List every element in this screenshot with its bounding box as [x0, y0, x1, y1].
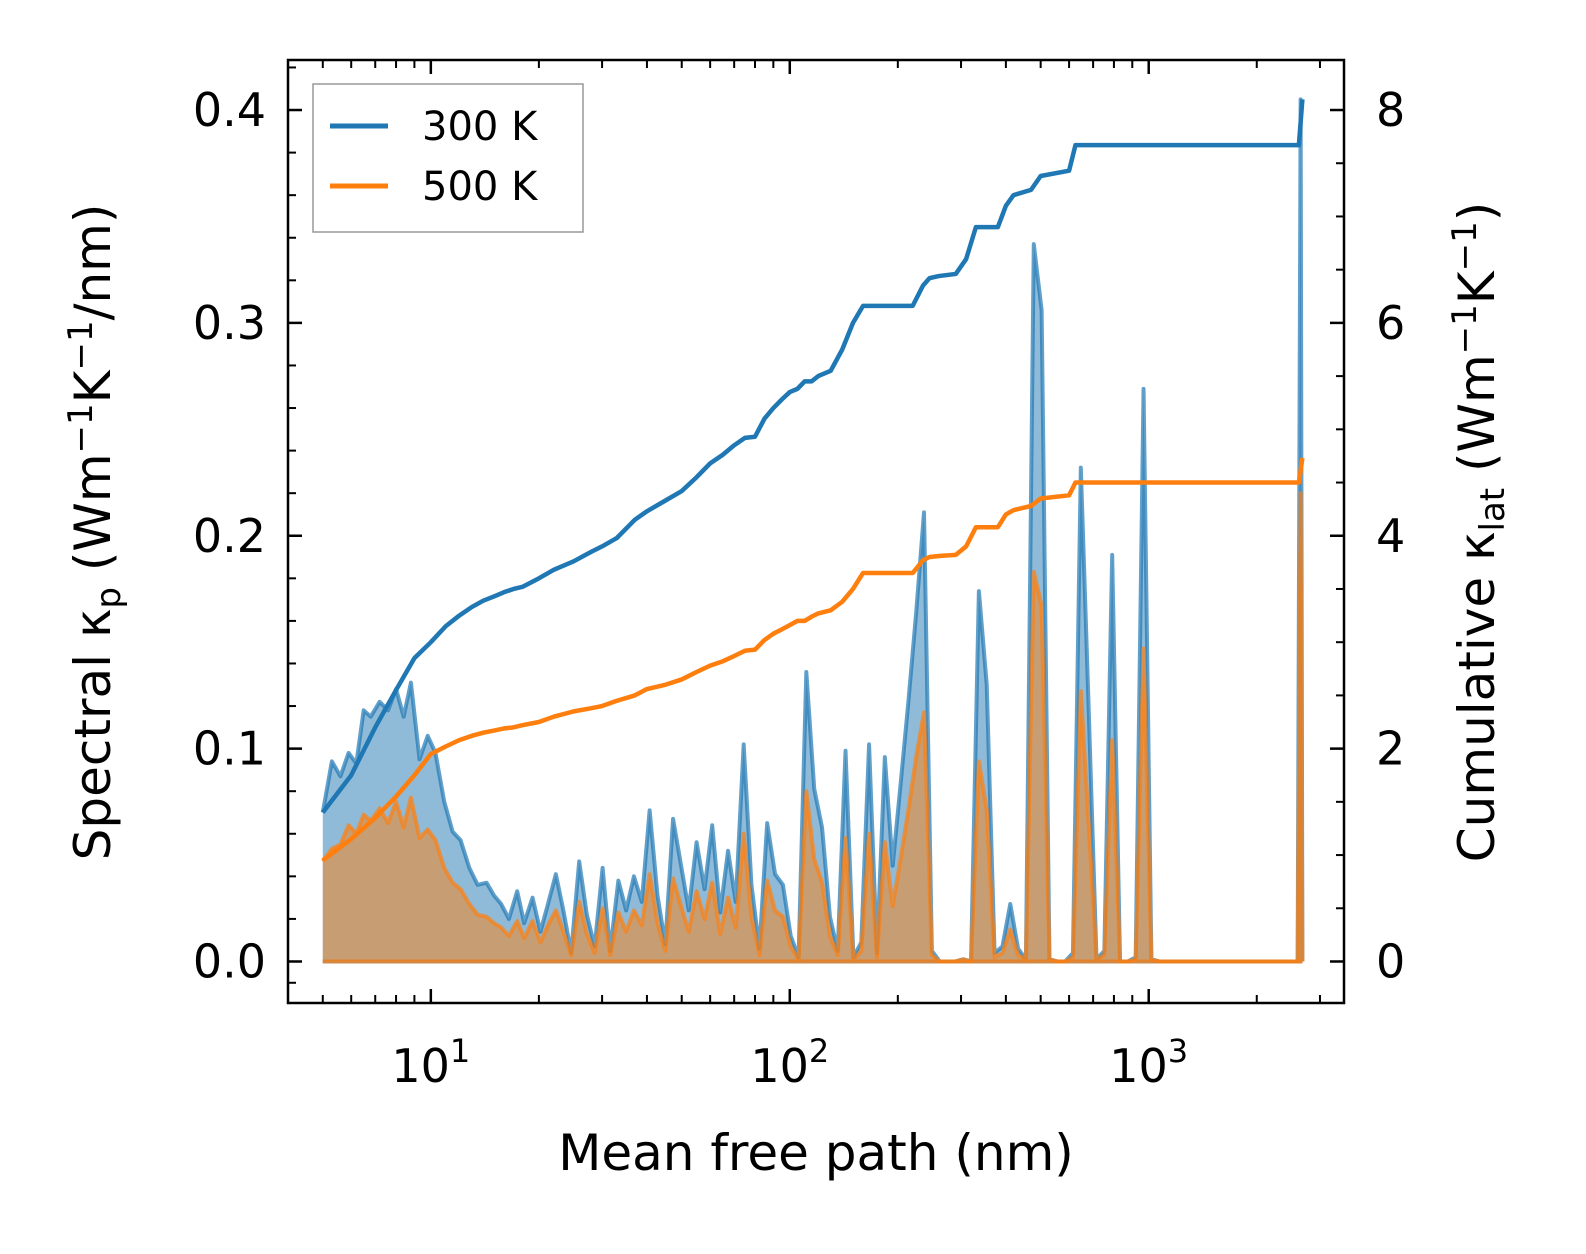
y-left-label-sup-1: −1	[61, 403, 101, 453]
y-right-tick-label: 2	[1376, 722, 1405, 776]
x-tick-label: 102	[750, 1032, 829, 1093]
y-right-label-sub: lat	[1473, 488, 1513, 532]
y-right-tick-label: 4	[1376, 509, 1405, 563]
legend-label-300k: 300 K	[422, 104, 539, 150]
y-left-tick-label: 0.1	[193, 722, 266, 776]
spectral-fills	[320, 97, 1305, 964]
y-right-tick-label: 8	[1376, 83, 1405, 137]
y-left-label-sub: p	[89, 587, 129, 609]
y-right-label-units-3: )	[1448, 202, 1506, 222]
y-left-tick-label: 0.4	[193, 83, 266, 137]
plot-frame	[286, 58, 1346, 1005]
x-tick-label: 103	[1109, 1032, 1188, 1093]
legend-box	[312, 83, 584, 233]
y-left-tick-label: 0.2	[193, 509, 266, 563]
y-left-label-sup-2: −1	[61, 320, 101, 370]
y-left-label-units-1: (Wm	[64, 453, 122, 587]
legend-label-500k: 500 K	[422, 164, 539, 210]
tick-labels: 101 102 103 0.0 0.1 0.2 0.3 0.4 0 2 4 6 8	[193, 83, 1405, 1093]
x-tick-label: 101	[391, 1032, 470, 1093]
cumulative-lines	[320, 99, 1305, 863]
y-left-label-units-3: /nm)	[64, 204, 122, 321]
cumulative-line-500k	[321, 457, 1305, 863]
x-axis-label: Mean free path (nm)	[558, 1124, 1074, 1182]
y-right-label-units-1: (Wm	[1448, 354, 1506, 488]
y-right-tick-label: 0	[1376, 934, 1405, 988]
y-right-tick-label: 6	[1376, 296, 1405, 350]
y-left-label-units-2: K	[64, 369, 122, 403]
y-left-tick-label: 0.3	[193, 296, 266, 350]
legend: 300 K 500 K	[312, 83, 584, 233]
y-left-tick-label: 0.0	[193, 934, 266, 988]
y-left-label-prefix: Spectral κ	[64, 609, 122, 861]
cumulative-line-300k	[320, 99, 1305, 814]
spectral-area-500k	[322, 493, 1303, 962]
y-right-label-sup-2: −1	[1445, 221, 1485, 271]
y-axis-label-right: Cumulative κlat (Wm−1K−1)	[1445, 202, 1513, 862]
y-right-label-prefix: Cumulative κ	[1448, 531, 1506, 862]
y-right-label-sup-1: −1	[1445, 304, 1485, 354]
axis-ticks	[288, 60, 1344, 1003]
y-right-label-units-2: K	[1448, 270, 1506, 304]
y-axis-label-left: Spectral κp (Wm−1K−1/nm)	[61, 204, 129, 861]
spectral-line-500k	[321, 491, 1305, 964]
